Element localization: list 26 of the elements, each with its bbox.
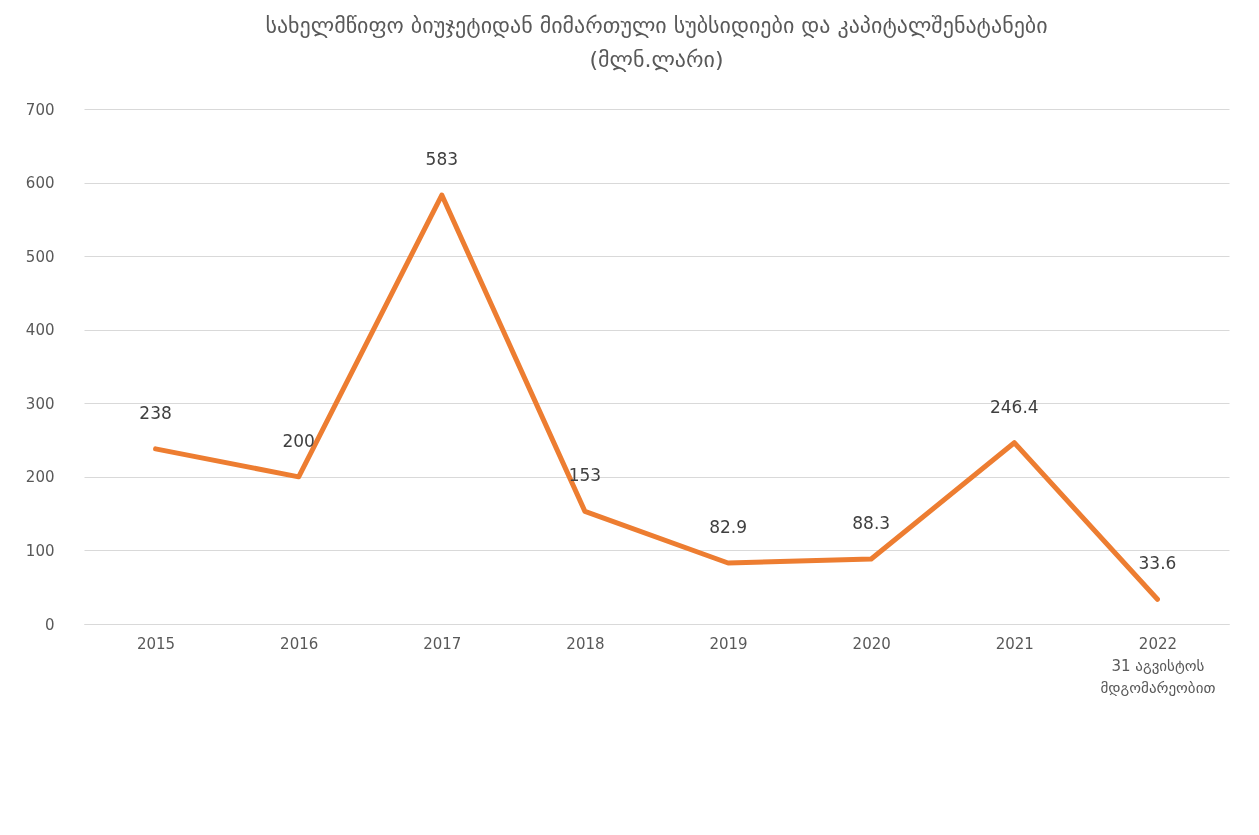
y-tick-label: 100 <box>25 541 55 560</box>
data-label: 200 <box>282 430 315 451</box>
y-tick-label: 700 <box>25 100 55 119</box>
y-tick-label: 0 <box>44 615 55 634</box>
x-tick-label: 2018 <box>566 634 605 653</box>
x-tick-label: 2016 <box>280 634 319 653</box>
data-label: 238 <box>139 402 172 423</box>
y-tick-label: 400 <box>25 321 55 340</box>
chart-subtitle: (მლნ.ლარი) <box>589 47 724 72</box>
y-tick-label: 600 <box>25 174 55 193</box>
x-tick-label: 2015 <box>136 634 176 653</box>
data-label: 246.4 <box>989 396 1039 417</box>
data-label: 82.9 <box>709 517 747 538</box>
y-tick-label: 200 <box>25 468 55 487</box>
chart-title: სახელმწიფო ბიუჯეტიდან მიმართული სუბსიდიები და კაპიტალშენატანები <box>265 13 1048 38</box>
y-tick-label: 300 <box>25 394 55 413</box>
data-label: 153 <box>568 465 602 486</box>
x-tick-label: 2020 <box>852 634 891 653</box>
y-tick-label: 500 <box>25 247 55 266</box>
data-label: 33.6 <box>1138 553 1177 574</box>
x-tick-label: 2021 <box>995 634 1034 653</box>
x-tick-label: 2017 <box>423 634 462 653</box>
data-label: 88.3 <box>852 513 891 534</box>
data-label: 583 <box>425 149 459 170</box>
x-tick-label: 2022 31 აგვისტოს მდგომარეობით <box>1100 634 1216 697</box>
x-tick-label: 2019 <box>709 634 748 653</box>
